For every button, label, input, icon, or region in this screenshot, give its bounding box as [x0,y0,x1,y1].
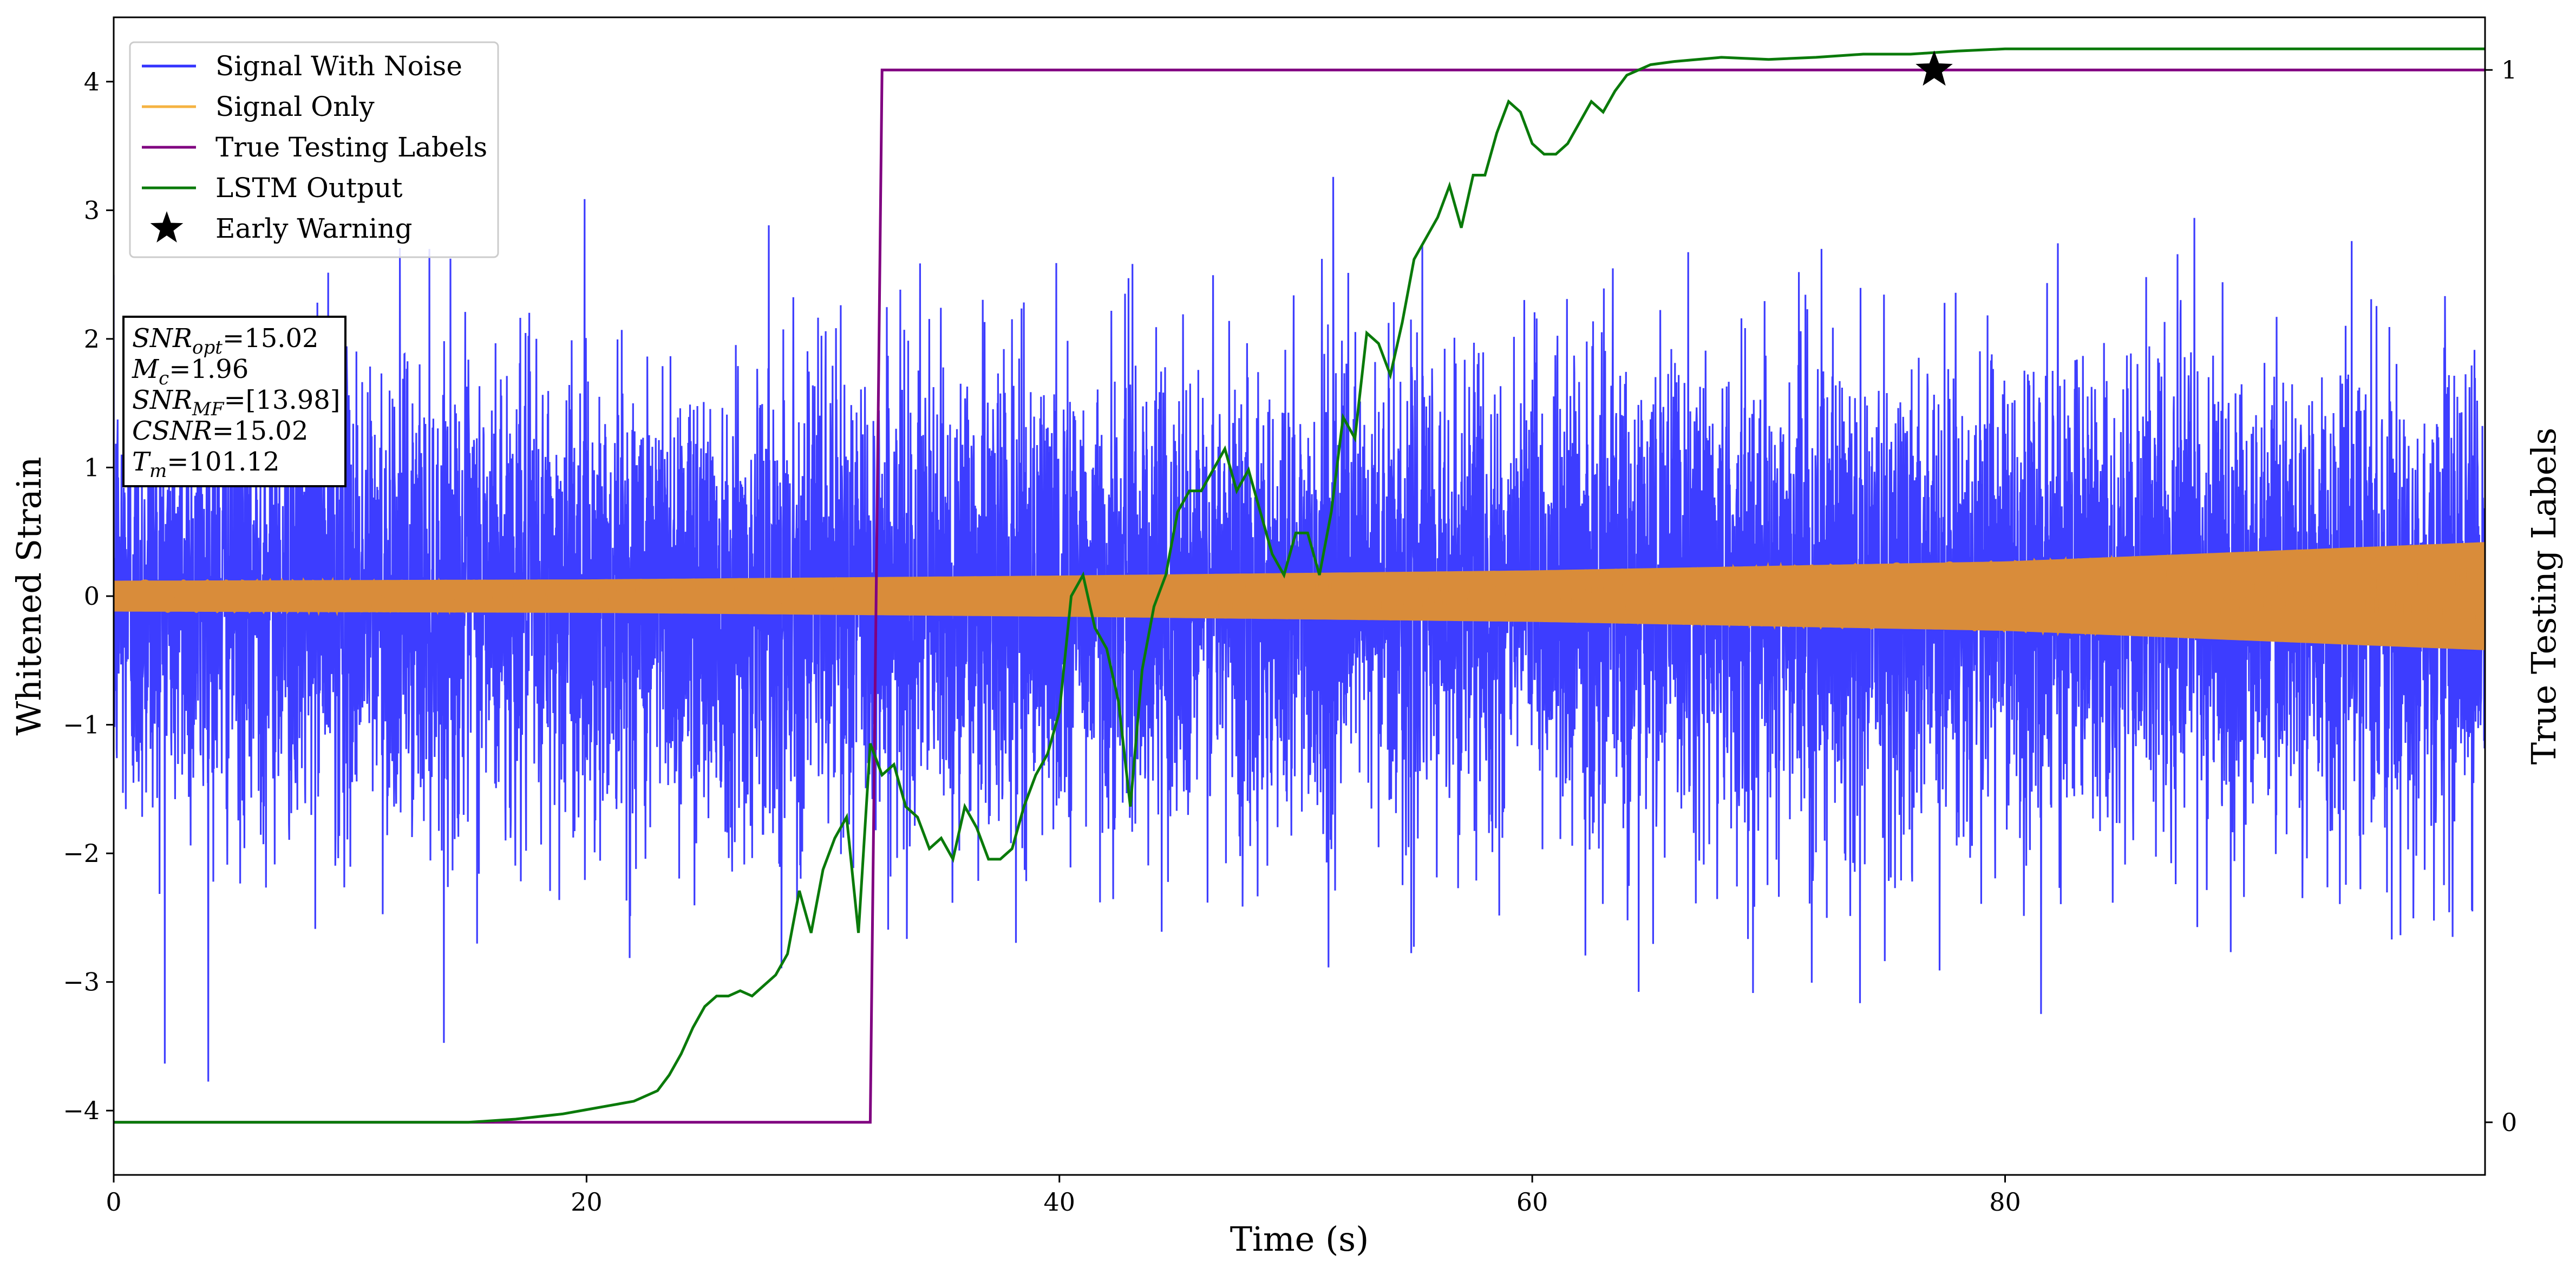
y-tick-label: −1 [63,710,100,740]
y-tick-label: 0 [84,582,100,611]
x-tick-label: 0 [106,1187,121,1217]
legend-label: LSTM Output [215,172,402,204]
y-tick-label: 2 [84,324,100,354]
legend-label: Signal With Noise [215,50,462,82]
y2-axis-title: True Testing Labels [2524,428,2564,765]
y2-tick-label: 1 [2501,55,2517,84]
legend-label: True Testing Labels [215,132,487,163]
early-warning-marker [1915,50,1953,86]
lstm-output-line [114,47,2485,1124]
legend-marker-star [150,211,184,243]
y-tick-label: 4 [84,67,100,96]
x-axis-title: Time (s) [1230,1219,1369,1259]
plot-area [114,47,2485,1124]
x-tick-label: 60 [1516,1187,1548,1217]
info-line: CSNR=15.02 [132,416,308,446]
y-tick-label: 1 [84,453,100,482]
x-tick-label: 40 [1043,1187,1075,1217]
legend: Signal With Noise Signal Only True Testing… [129,41,499,258]
y-tick-label: −3 [63,968,100,997]
legend-label: Early Warning [215,213,413,244]
x-tick-label: 20 [571,1187,603,1217]
legend-label: Signal Only [215,91,375,122]
info-line: Tm=101.12 [132,447,279,482]
true-testing-labels-line [114,68,2485,1124]
y-tick-label: 3 [84,195,100,225]
x-tick-label: 80 [1989,1187,2021,1217]
info-line: SNRopt=15.02 [132,323,319,358]
info-line: SNRMF=[13.98] [132,385,341,420]
legend-box [129,41,499,258]
y-tick-label: −2 [63,839,100,868]
y-tick-label: −4 [63,1096,100,1125]
signal-only-line [114,543,2485,650]
info-box: SNRopt=15.02Mc=1.96SNRMF=[13.98]CSNR=15.… [122,316,346,487]
info-line: Mc=1.96 [132,354,249,389]
info-box-frame [122,316,346,487]
y-axis-title: Whitened Strain [9,457,49,736]
y2-tick-label: 0 [2501,1108,2517,1137]
